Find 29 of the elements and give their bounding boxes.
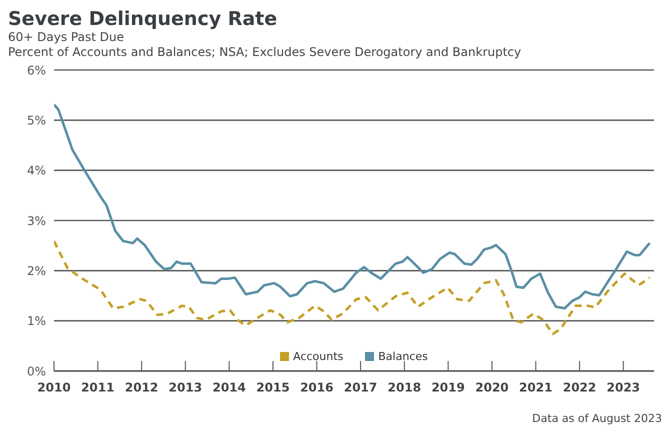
x-tick-label: 2012 — [124, 380, 158, 395]
y-tick-label: 2% — [26, 264, 46, 278]
x-tick-label: 2016 — [300, 380, 334, 395]
y-tick-label: 5% — [26, 113, 46, 128]
x-tick-label: 2011 — [81, 380, 114, 395]
y-tick-label: 0% — [26, 364, 46, 378]
legend-label: Accounts — [292, 350, 344, 363]
y-tick-label: 1% — [26, 314, 46, 328]
y-tick-label: 4% — [26, 164, 46, 178]
x-tick-label: 2010 — [37, 380, 71, 395]
line-series — [54, 240, 651, 336]
x-tick-label: 2018 — [388, 380, 422, 395]
x-tick-label: 2014 — [212, 380, 246, 395]
x-tick-label: 2020 — [475, 380, 509, 395]
x-tick-label: 2019 — [431, 380, 465, 395]
chart-subtitle: 60+ Days Past Due — [8, 30, 125, 45]
y-tick-label: 6% — [26, 63, 46, 78]
y-axis-title: Percent of Accounts and Balances; NSA; Excludes Severe Derogatory and Bankruptcy — [8, 45, 522, 60]
x-tick-label: 2015 — [256, 380, 290, 395]
legend-label: Balances — [377, 350, 428, 363]
x-tick-label: 2017 — [344, 380, 378, 395]
text: Data as of August 2023 — [532, 412, 662, 425]
x-tick-label: 2013 — [168, 380, 202, 395]
x-tick-label: 2021 — [519, 380, 552, 395]
chart-title: Severe Delinquency Rate — [8, 8, 278, 30]
y-tick-label: 3% — [26, 214, 46, 228]
x-tick-label: 2023 — [606, 380, 640, 395]
x-tick-label: 2022 — [562, 380, 596, 395]
line-series — [54, 103, 651, 310]
